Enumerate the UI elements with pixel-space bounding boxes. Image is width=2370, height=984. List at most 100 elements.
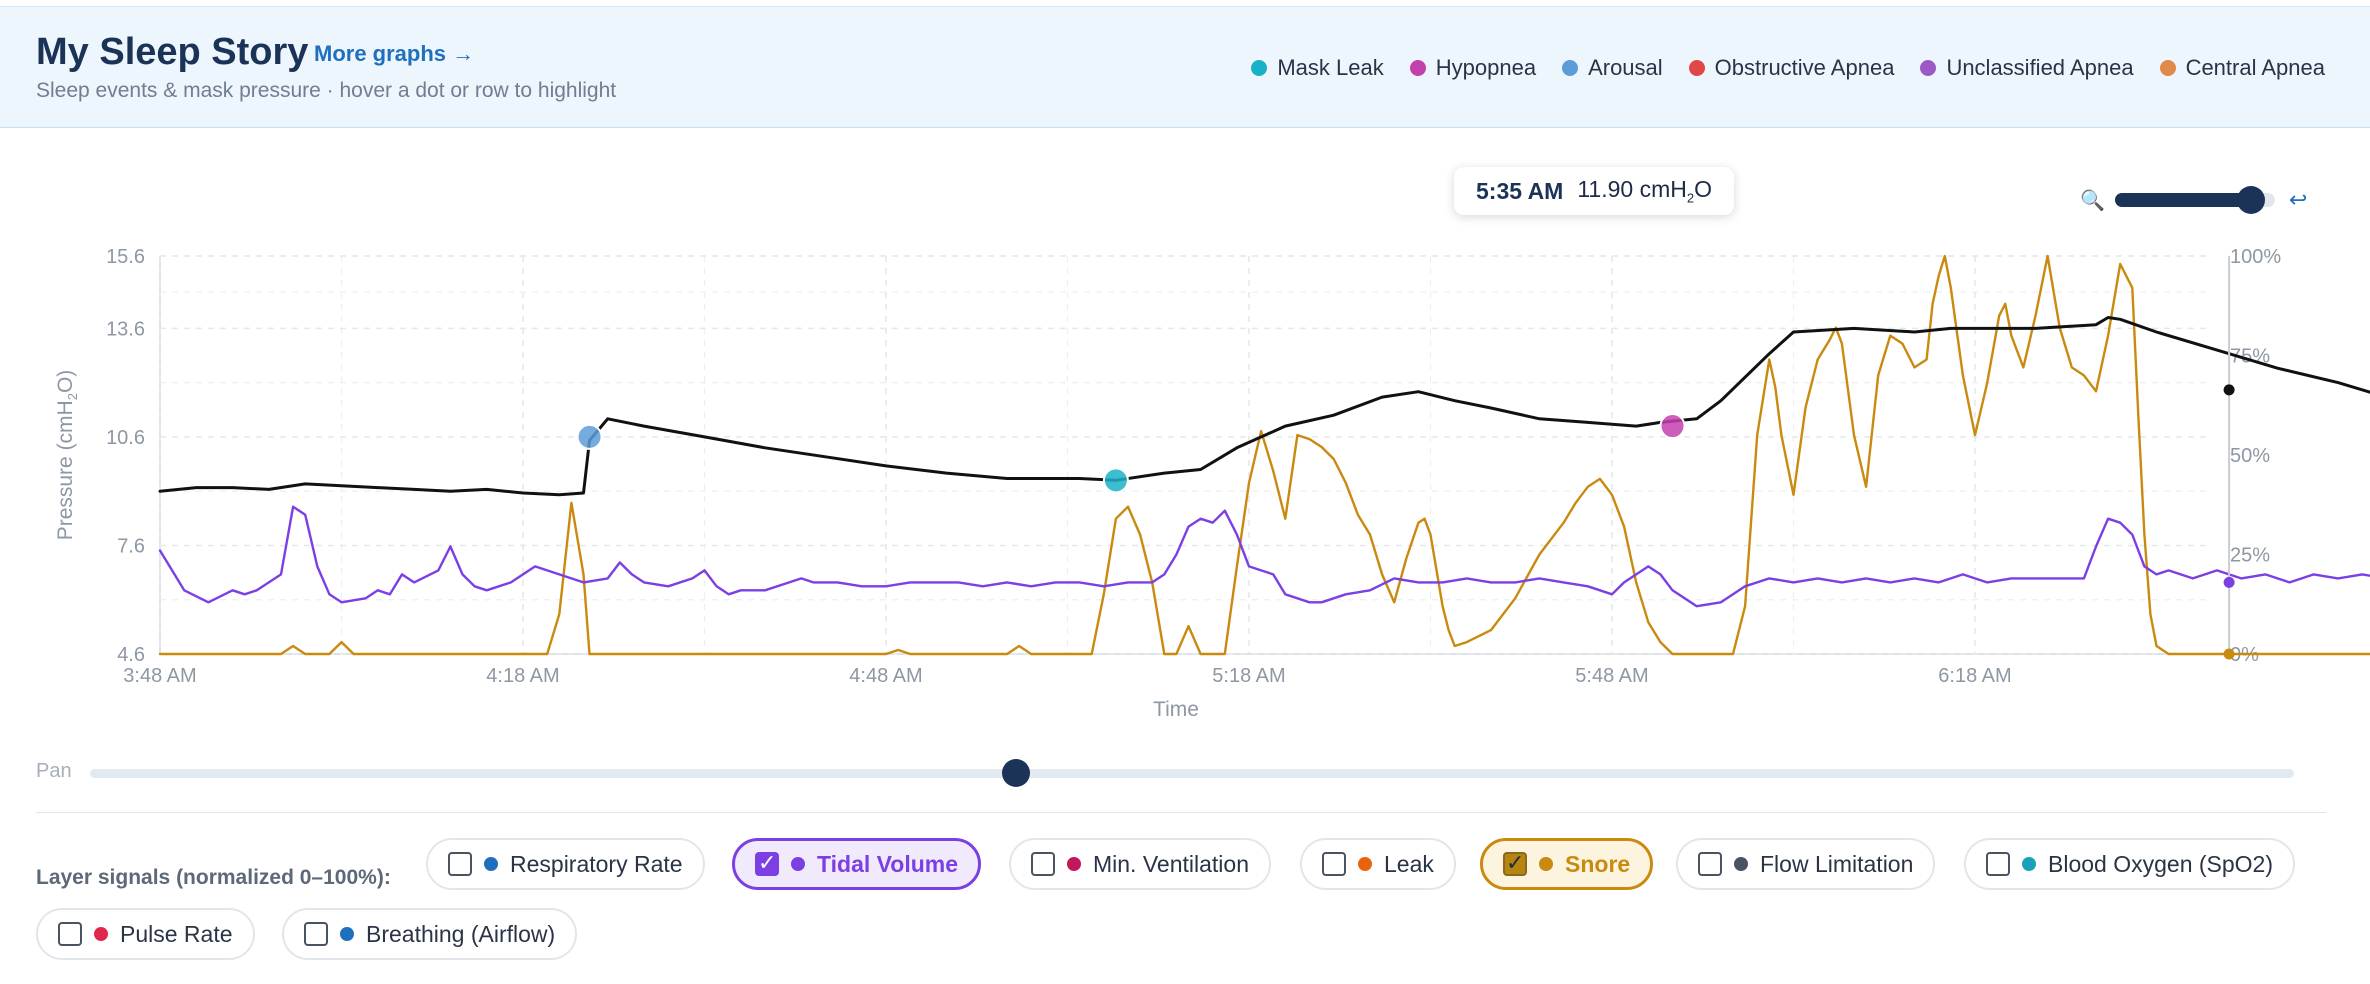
chart-axes: 4.67.610.613.615.60%25%50%75%100%3:48 AM… (54, 246, 2281, 721)
header: My Sleep Story More graphs → Sleep event… (0, 6, 2370, 128)
pan-slider-thumb[interactable] (1001, 759, 1030, 787)
layer-signals-label: Layer signals (normalized 0–100%): (36, 866, 391, 889)
legend-dot-icon (2159, 60, 2176, 76)
event-marker-hypopnea[interactable] (1659, 413, 1686, 440)
zoom-icon: 🔍 (2080, 189, 2105, 212)
zoom-slider-thumb[interactable] (2236, 186, 2265, 214)
layer-label: Tidal Volume (817, 850, 959, 877)
layer-label: Flow Limitation (1760, 850, 1914, 877)
legend-dot-icon (1409, 60, 1426, 76)
checkbox[interactable] (1986, 852, 2010, 876)
checkbox[interactable] (58, 922, 82, 946)
cursor-point-pressure (2223, 384, 2235, 396)
layer-toggle-leak[interactable]: Leak (1300, 838, 1456, 890)
x-tick-label: 4:18 AM (486, 665, 559, 687)
checkbox[interactable] (304, 922, 328, 946)
legend-item-arousal[interactable]: Arousal (1562, 55, 1663, 81)
legend-item-mask-leak[interactable]: Mask Leak (1251, 55, 1384, 81)
signal-dot-icon (1067, 857, 1081, 871)
checkbox[interactable]: ✓ (1503, 850, 1527, 876)
legend-item-central-apnea[interactable]: Central Apnea (2159, 55, 2325, 81)
y-tick-label: 4.6 (117, 644, 145, 666)
event-legend: Mask Leak Hypopnea Arousal Obstructive A… (1251, 55, 2325, 81)
layer-toggle-flow-limitation[interactable]: Flow Limitation (1676, 838, 1936, 890)
checkbox[interactable] (1322, 852, 1346, 876)
legend-item-obstructive-apnea[interactable]: Obstructive Apnea (1688, 55, 1895, 81)
zoom-control: 🔍 ↩ (2080, 186, 2308, 214)
tooltip-value-sub: 2 (1686, 190, 1695, 206)
layer-toggle-tidal-volume[interactable]: ✓ Tidal Volume (732, 838, 982, 890)
more-graphs-link[interactable]: More graphs → (314, 41, 475, 66)
chart-events (576, 413, 1686, 494)
zoom-slider-fill (2114, 193, 2251, 207)
y-tick-label: 7.6 (117, 535, 145, 557)
layer-label: Pulse Rate (120, 920, 233, 947)
tooltip-value-main: 11.90 cmH (1577, 176, 1687, 203)
series-line-snore (158, 254, 2370, 656)
event-marker-arousal[interactable] (576, 423, 603, 450)
cursor-point-snore (2223, 648, 2235, 660)
check-icon: ✓ (1506, 850, 1525, 875)
signal-dot-icon (1734, 857, 1748, 871)
sleep-chart[interactable]: 4.67.610.613.615.60%25%50%75%100%3:48 AM… (0, 128, 2370, 728)
legend-label: Mask Leak (1277, 55, 1384, 80)
checkbox[interactable] (448, 852, 472, 876)
x-tick-label: 5:48 AM (1575, 665, 1648, 687)
y-axis-title-main: Pressure (cmH (54, 400, 77, 540)
y-axis-title: Pressure (cmH2O) (54, 370, 80, 541)
signal-dot-icon (484, 857, 498, 871)
signal-dot-icon (340, 927, 354, 941)
tooltip-value-unit: O (1694, 176, 1712, 203)
legend-dot-icon (1562, 60, 1579, 76)
layer-label: Leak (1384, 850, 1434, 877)
layer-label: Min. Ventilation (1093, 850, 1249, 877)
series-line-pressure (158, 316, 2370, 497)
checkbox[interactable] (1698, 852, 1722, 876)
checkbox[interactable]: ✓ (755, 850, 779, 876)
layer-toggle-blood-oxygen[interactable]: Blood Oxygen (SpO2) (1964, 838, 2296, 890)
signal-dot-icon (1539, 857, 1553, 871)
layer-toggle-breathing-airflow[interactable]: Breathing (Airflow) (282, 908, 578, 960)
y-axis-title-sub: 2 (65, 393, 80, 400)
legend-item-hypopnea[interactable]: Hypopnea (1409, 55, 1537, 81)
pan-slider[interactable] (90, 759, 2294, 787)
page-subtitle: Sleep events & mask pressure · hover a d… (36, 79, 617, 102)
cursor-point-tidal-volume (2223, 576, 2235, 588)
zoom-slider[interactable] (2114, 186, 2275, 214)
tooltip-value: 11.90 cmH2O (1577, 176, 1712, 206)
reset-zoom-icon[interactable]: ↩ (2288, 187, 2308, 212)
page-title: My Sleep Story (36, 31, 309, 73)
x-tick-label: 4:48 AM (849, 665, 922, 687)
legend-dot-icon (1920, 60, 1937, 76)
legend-dot-icon (1688, 60, 1705, 76)
series-line-tidal-volume (158, 505, 2370, 608)
x-axis-title: Time (1153, 698, 1199, 721)
y2-tick-label: 50% (2230, 445, 2270, 467)
legend-label: Unclassified Apnea (1946, 55, 2134, 80)
legend-dot-icon (1251, 60, 1268, 76)
checkbox[interactable] (1031, 852, 1055, 876)
signal-dot-icon (791, 857, 805, 871)
layer-label: Snore (1565, 850, 1631, 877)
layer-toggle-pulse-rate[interactable]: Pulse Rate (36, 908, 255, 960)
legend-label: Hypopnea (1435, 55, 1537, 80)
event-marker-mask-leak[interactable] (1102, 467, 1129, 494)
y2-tick-label: 100% (2230, 246, 2281, 268)
layer-label: Respiratory Rate (510, 850, 683, 877)
signal-dot-icon (1358, 857, 1372, 871)
x-tick-label: 5:18 AM (1212, 665, 1285, 687)
chart-cursor (2223, 256, 2235, 660)
layer-toggle-respiratory-rate[interactable]: Respiratory Rate (426, 838, 705, 890)
tooltip-time: 5:35 AM (1476, 177, 1564, 204)
y-tick-label: 13.6 (106, 318, 145, 340)
section-divider (36, 812, 2326, 813)
chart-series (158, 254, 2370, 656)
layer-toggle-snore[interactable]: ✓ Snore (1480, 838, 1654, 890)
legend-item-unclassified-apnea[interactable]: Unclassified Apnea (1920, 55, 2134, 81)
legend-label: Obstructive Apnea (1714, 55, 1895, 80)
cursor-tooltip: 5:35 AM 11.90 cmH2O (1454, 167, 1734, 215)
layer-toggle-min-ventilation[interactable]: Min. Ventilation (1009, 838, 1271, 890)
chart-grid (159, 255, 2212, 655)
y-tick-label: 10.6 (106, 427, 145, 449)
layer-label: Breathing (Airflow) (366, 920, 556, 947)
